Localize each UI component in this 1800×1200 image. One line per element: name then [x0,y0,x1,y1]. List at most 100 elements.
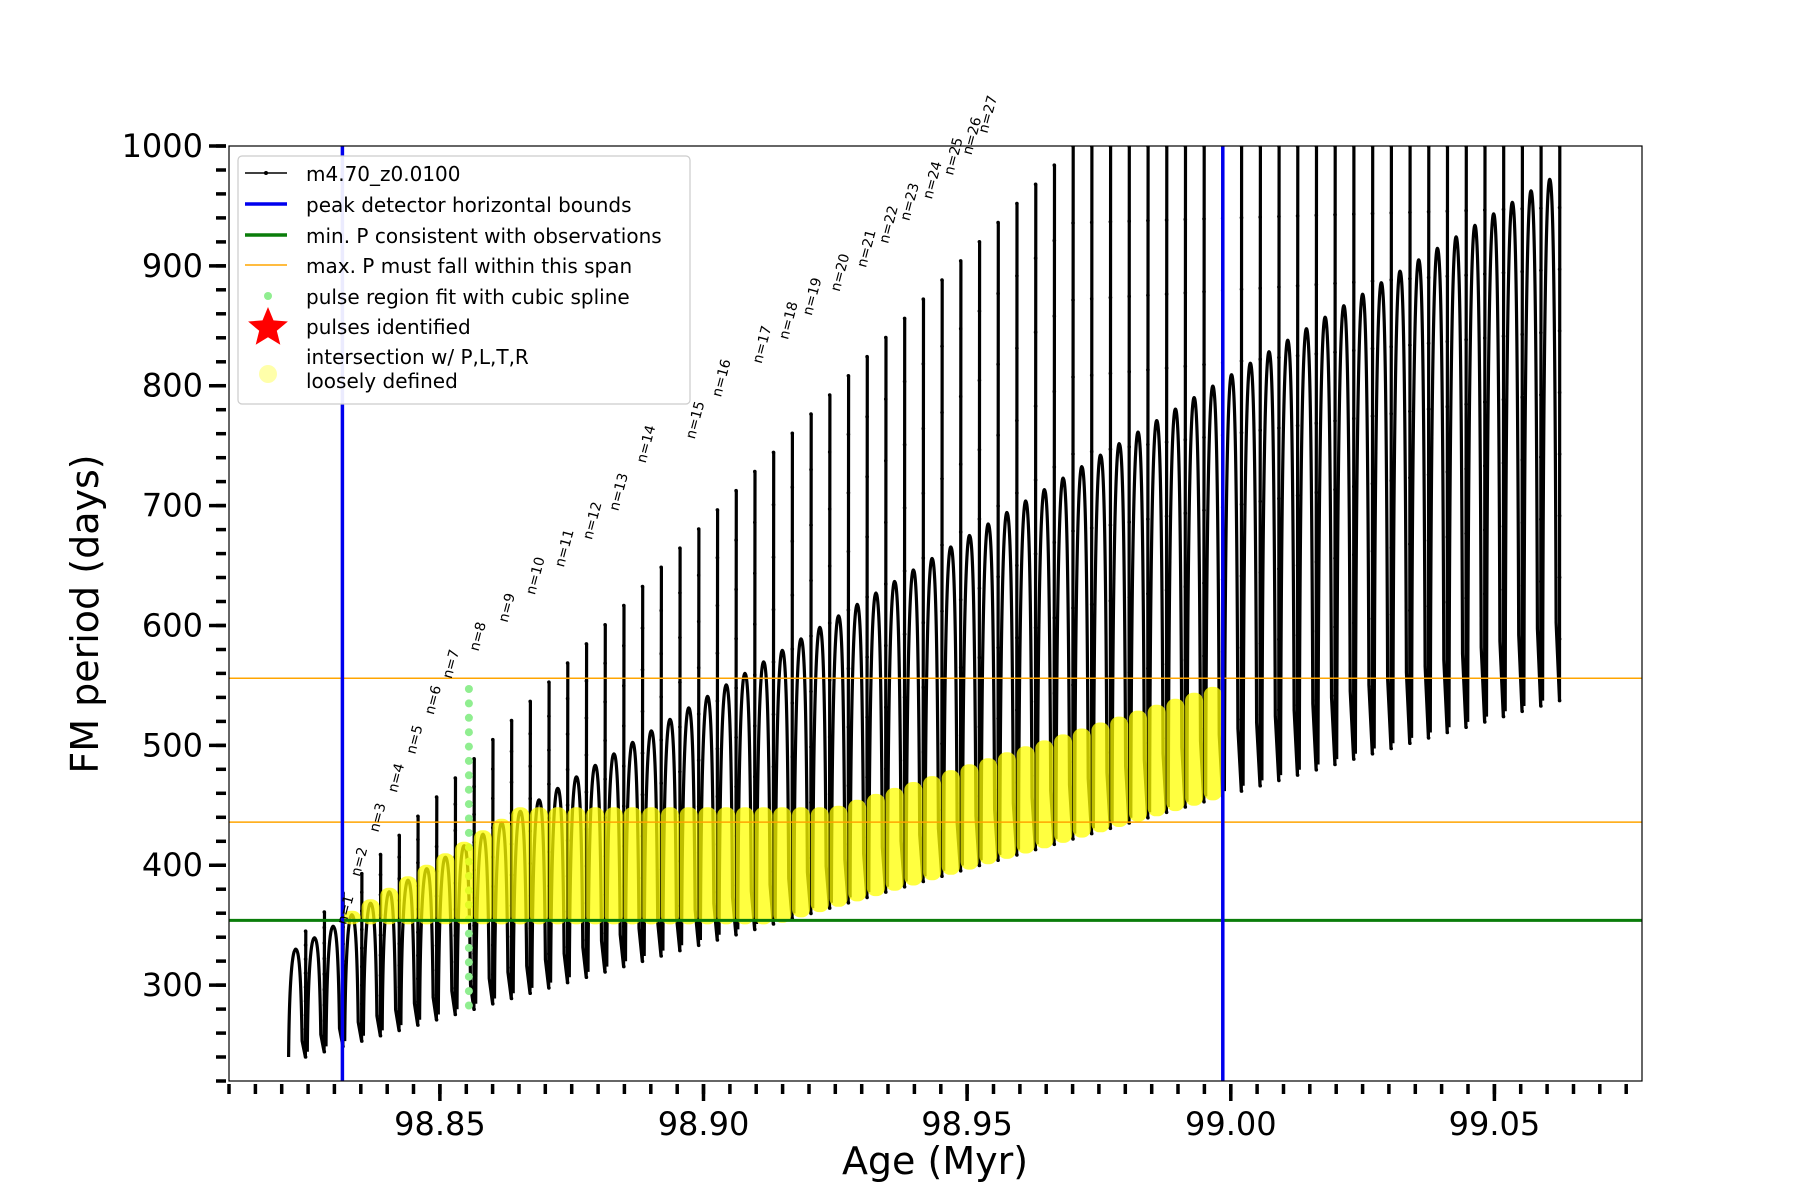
series-point [378,993,383,998]
series-point [622,964,626,969]
series-point [1052,163,1057,167]
series-point [846,783,851,788]
series-point [1314,421,1319,426]
series-point [790,485,795,490]
intersection-mark [623,807,642,925]
series-point [322,1049,327,1054]
series-point [416,953,420,958]
legend-label-intersection: intersection w/ P,L,T,R [306,345,529,369]
series-point [528,732,532,736]
pulse-label: n=2 [348,846,371,879]
series-point [696,573,701,578]
series-point [1464,531,1468,536]
series-point [1295,284,1300,288]
legend-entry-peak-bounds: peak detector horizontal bounds [245,193,632,217]
series-point [1239,789,1244,793]
series-point [1520,583,1524,588]
series-point [360,964,364,969]
series-point [753,622,757,626]
series-point [977,725,982,729]
series-point [1295,214,1300,218]
spline-point [464,713,473,722]
spline-point [464,685,473,693]
pulse-label: n=13 [607,471,632,512]
series-point [603,777,607,781]
series-point [1108,220,1113,224]
series-point [846,549,851,554]
series-point [1408,343,1412,347]
x-axis-label: Age (Myr) [842,1139,1028,1183]
series-point [1539,393,1543,397]
series-point [1352,348,1356,353]
series-point [397,942,402,946]
series-point [790,647,795,651]
series-point [1146,368,1150,372]
series-point [790,431,795,436]
series-point [921,362,926,366]
series-point [884,705,888,710]
series-point [1295,423,1300,428]
series-point [678,546,682,550]
series-point [1483,720,1487,724]
series-point [1295,493,1300,498]
spline-point [464,972,473,981]
spline-point [464,987,473,996]
intersection-mark [1016,746,1035,854]
series-point [640,626,645,630]
series-point [902,442,907,447]
series-point [884,890,888,894]
series-point [1052,238,1057,243]
series-point [1445,665,1450,670]
series-point [715,651,720,655]
y-tick-label: 600 [142,607,203,645]
series-point [1015,491,1019,495]
pulse-label: n=5 [404,723,427,756]
series-point [303,1013,308,1017]
series-point [1370,481,1375,486]
series-point [360,1002,364,1006]
series-point [865,535,869,539]
series-point [1557,390,1562,395]
series-point [1277,637,1281,642]
series-point [360,871,364,876]
series-point [1164,662,1169,667]
series-point [640,792,645,797]
series-point [715,794,720,799]
pulse-label: n=16 [709,357,734,398]
intersection-mark [810,807,829,913]
series-point [1239,359,1244,363]
spline-point [464,771,473,780]
series-point [1033,182,1038,187]
intersection-mark [885,787,904,891]
series-point [491,972,495,977]
series-point [659,781,663,785]
spline-point [464,1001,473,1010]
series-point [996,362,1000,367]
pulse-label: n=18 [776,300,801,341]
series-point [1483,592,1487,596]
series-point [734,784,738,789]
series-point [902,506,907,510]
series-point [1464,337,1468,342]
series-point [940,410,944,415]
series-point [1520,207,1524,211]
series-point [753,724,757,728]
intersection-mark [548,807,567,925]
series-point [1352,212,1356,216]
series-point [528,699,532,704]
spline-point [464,699,473,708]
legend-label-pulses: pulses identified [306,315,471,339]
series-point [1539,704,1543,708]
series-point [771,555,776,559]
series-point [921,750,926,754]
series-point [472,923,476,928]
series-point [1314,698,1319,703]
intersection-mark [361,899,380,925]
series-point [1520,709,1524,714]
series-point [472,784,476,789]
series-point [678,635,682,640]
series-point [1258,286,1262,291]
series-point [584,938,589,942]
series-point [1108,295,1113,300]
series-point [1015,636,1019,640]
